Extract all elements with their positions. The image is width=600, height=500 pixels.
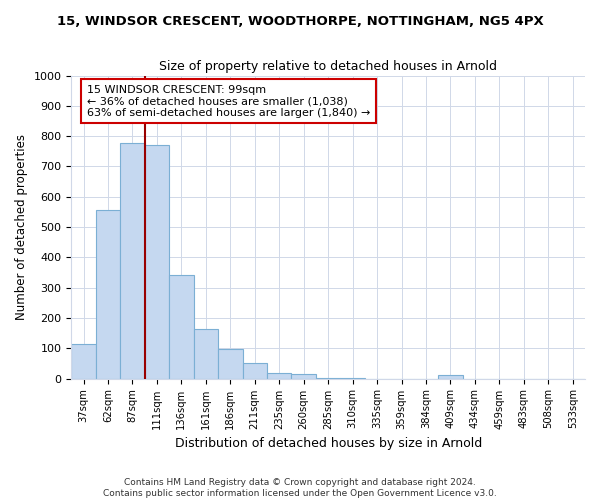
- Title: Size of property relative to detached houses in Arnold: Size of property relative to detached ho…: [159, 60, 497, 73]
- Bar: [169, 274, 194, 378]
- Y-axis label: Number of detached properties: Number of detached properties: [15, 134, 28, 320]
- Bar: [267, 372, 292, 378]
- Text: Contains HM Land Registry data © Crown copyright and database right 2024.
Contai: Contains HM Land Registry data © Crown c…: [103, 478, 497, 498]
- Text: 15 WINDSOR CRESCENT: 99sqm
← 36% of detached houses are smaller (1,038)
63% of s: 15 WINDSOR CRESCENT: 99sqm ← 36% of deta…: [86, 84, 370, 118]
- Bar: [292, 374, 316, 378]
- Text: 15, WINDSOR CRESCENT, WOODTHORPE, NOTTINGHAM, NG5 4PX: 15, WINDSOR CRESCENT, WOODTHORPE, NOTTIN…: [56, 15, 544, 28]
- Bar: [145, 145, 169, 378]
- X-axis label: Distribution of detached houses by size in Arnold: Distribution of detached houses by size …: [175, 437, 482, 450]
- Bar: [218, 349, 242, 378]
- Bar: [71, 344, 96, 378]
- Bar: [120, 143, 145, 378]
- Bar: [194, 329, 218, 378]
- Bar: [242, 364, 267, 378]
- Bar: [438, 375, 463, 378]
- Bar: [96, 210, 120, 378]
